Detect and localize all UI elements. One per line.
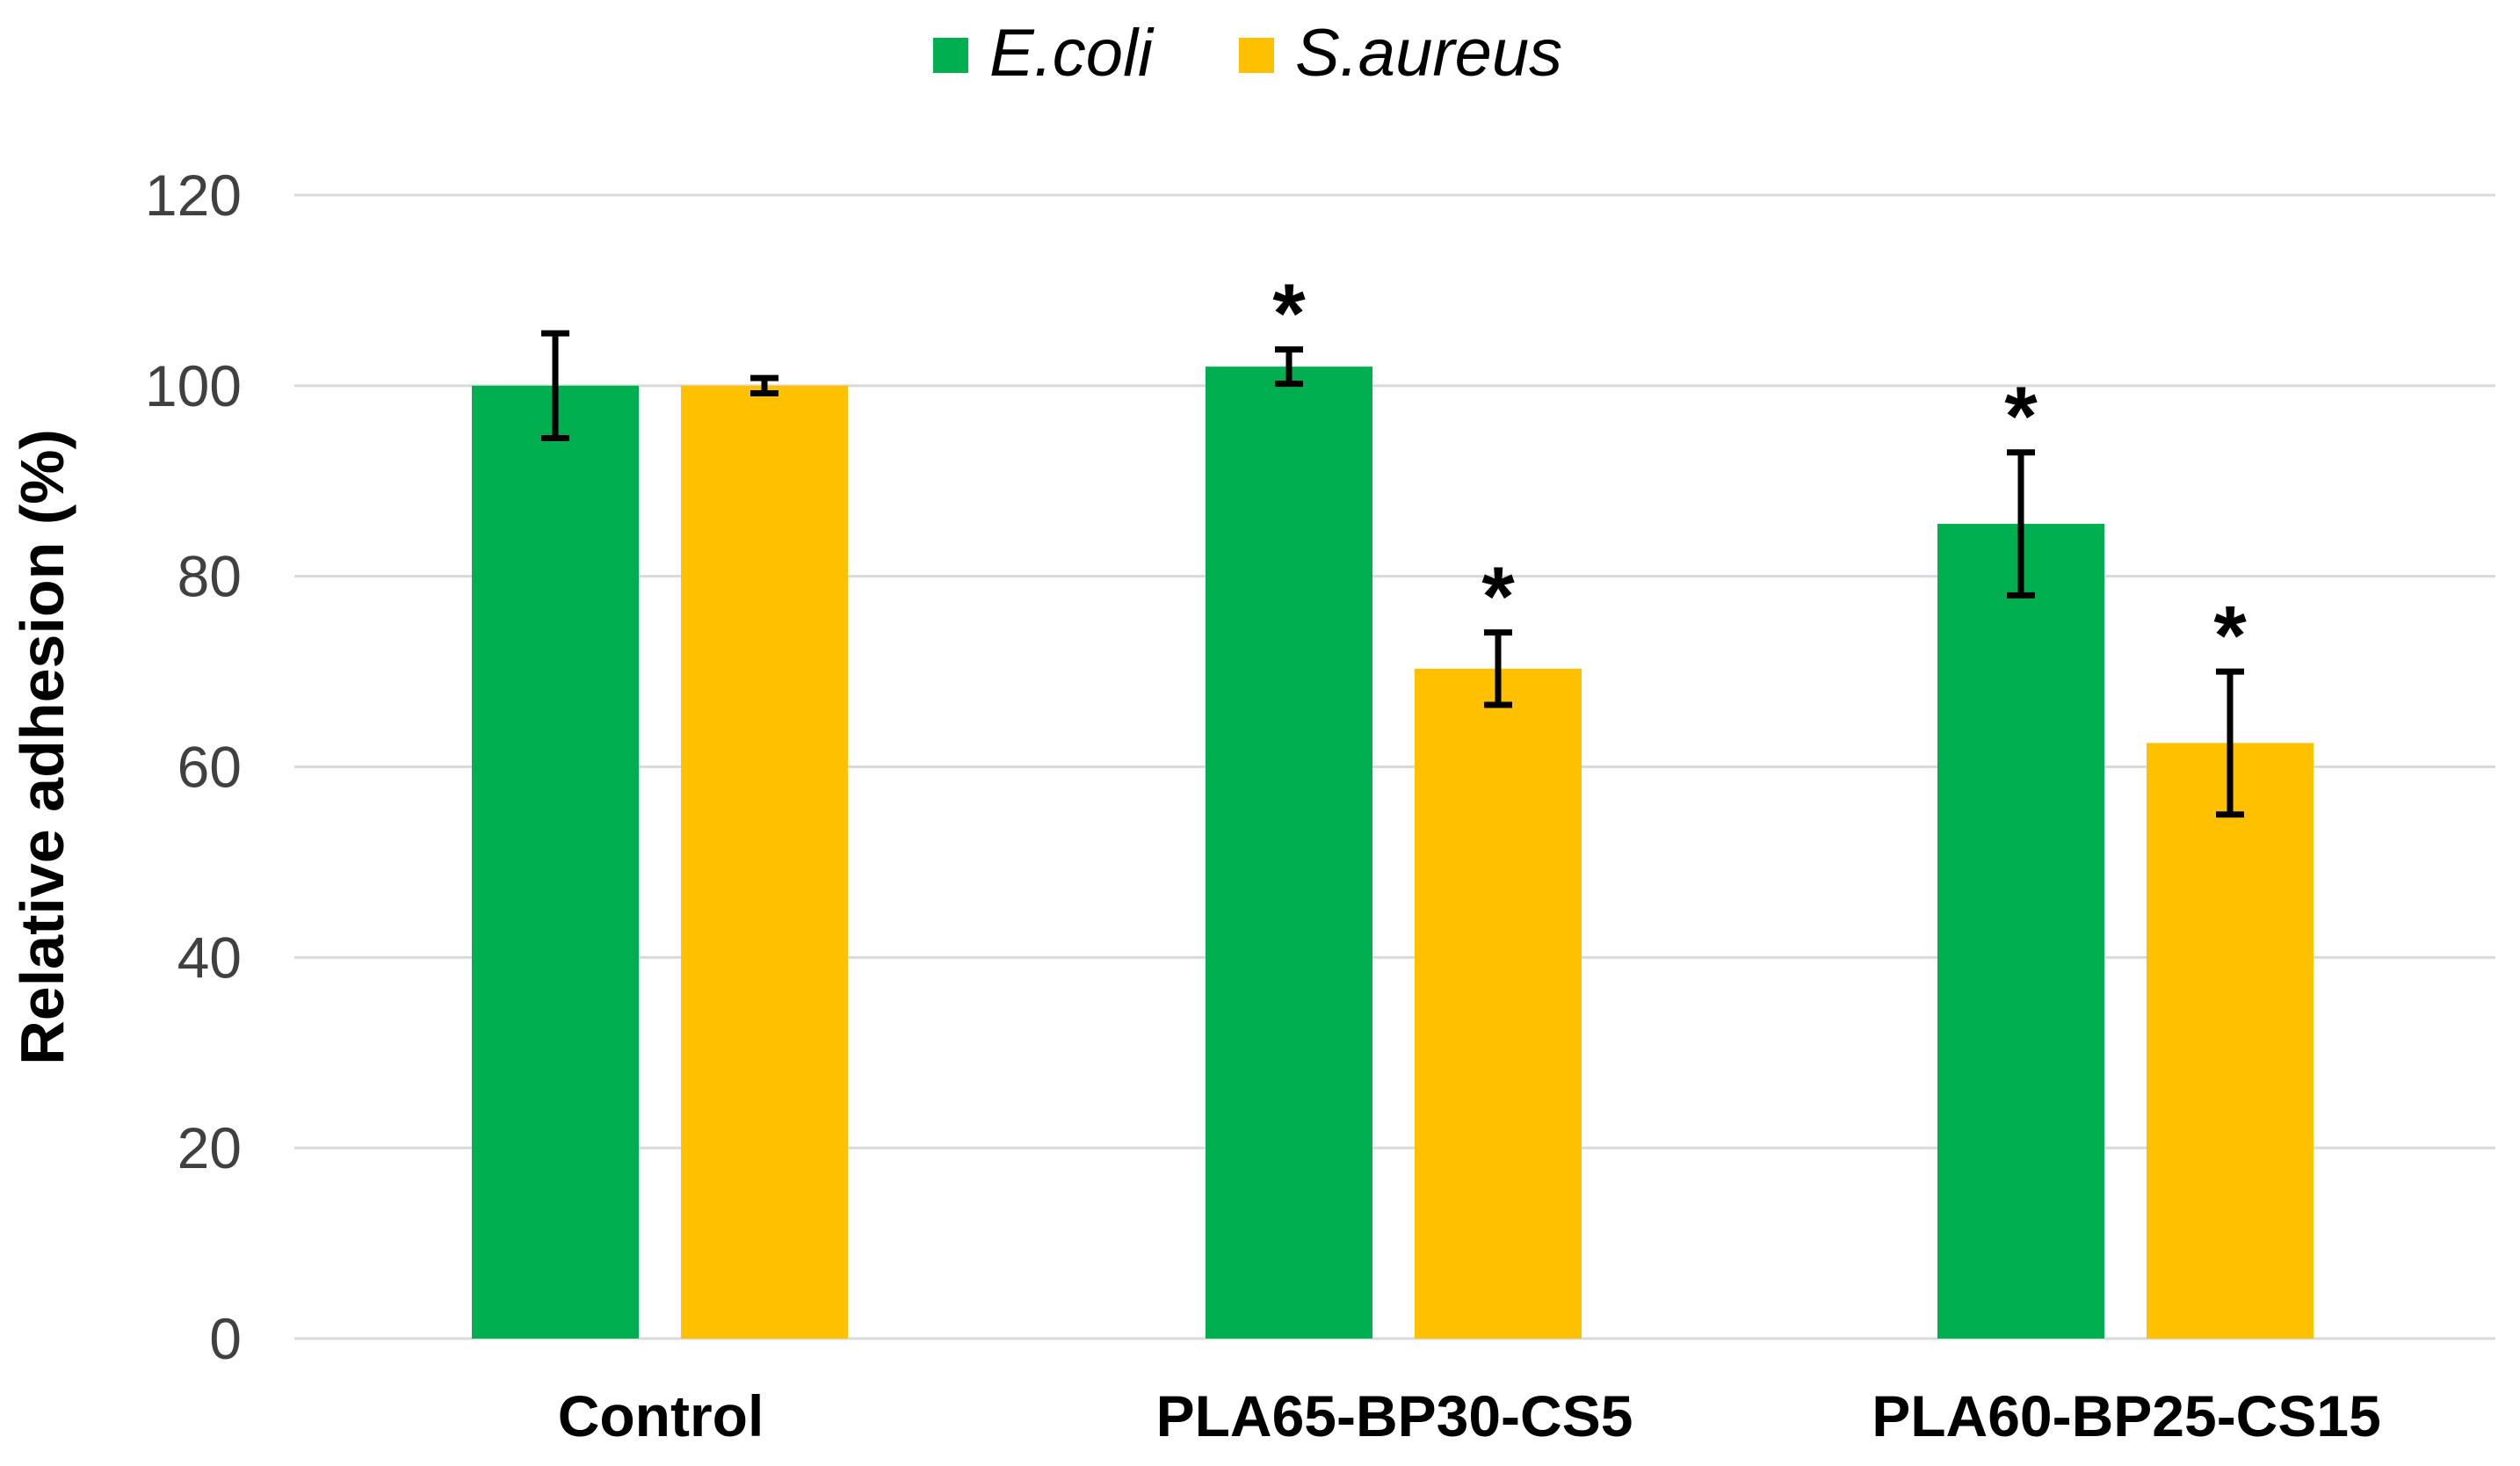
legend-swatch — [1239, 38, 1274, 73]
y-axis-title: Relative adhesion (%) — [8, 429, 76, 1065]
significance-mark: * — [2213, 589, 2247, 683]
bar-e-coli-0 — [472, 385, 639, 1339]
significance-mark: * — [2004, 370, 2038, 464]
x-category-label: Control — [558, 1383, 764, 1448]
y-tick-label: 60 — [177, 735, 242, 800]
error-bar — [2007, 449, 2035, 599]
bar-s-aureus-0 — [681, 385, 848, 1339]
legend-label: S.aureus — [1295, 16, 1562, 91]
significance-mark: * — [1272, 267, 1306, 361]
bar-e-coli-2 — [1937, 524, 2104, 1339]
x-category-label: PLA65-BP30-CS5 — [1156, 1383, 1633, 1448]
x-axis-categories: Control PLA65-BP30-CS5 PLA60-BP25-CS15 — [558, 1383, 2381, 1448]
bar-s-aureus-1 — [1415, 668, 1582, 1339]
legend: E.coli S.aureus — [933, 16, 1562, 91]
gridlines — [294, 193, 2495, 1340]
bars — [472, 366, 2314, 1339]
error-bar — [1484, 629, 1512, 708]
bar-e-coli-1 — [1206, 366, 1372, 1339]
error-bar — [750, 374, 778, 397]
x-category-label: PLA60-BP25-CS15 — [1872, 1383, 2381, 1448]
error-bar — [541, 330, 569, 441]
error-bar — [1275, 346, 1303, 388]
y-axis-ticks: 0 20 40 60 80 100 120 — [145, 163, 242, 1371]
significance-marks: * * * * — [1272, 267, 2247, 683]
y-tick-label: 20 — [177, 1115, 242, 1180]
legend-label: E.coli — [989, 16, 1155, 91]
legend-swatch — [933, 38, 968, 73]
y-tick-label: 120 — [145, 163, 242, 228]
y-tick-label: 0 — [209, 1306, 242, 1371]
bar-s-aureus-2 — [2147, 743, 2314, 1339]
y-tick-label: 40 — [177, 925, 242, 990]
y-tick-label: 80 — [177, 544, 242, 609]
error-bar — [2216, 668, 2244, 818]
significance-mark: * — [1481, 550, 1515, 644]
y-tick-label: 100 — [145, 353, 242, 418]
error-bars — [541, 330, 2244, 818]
